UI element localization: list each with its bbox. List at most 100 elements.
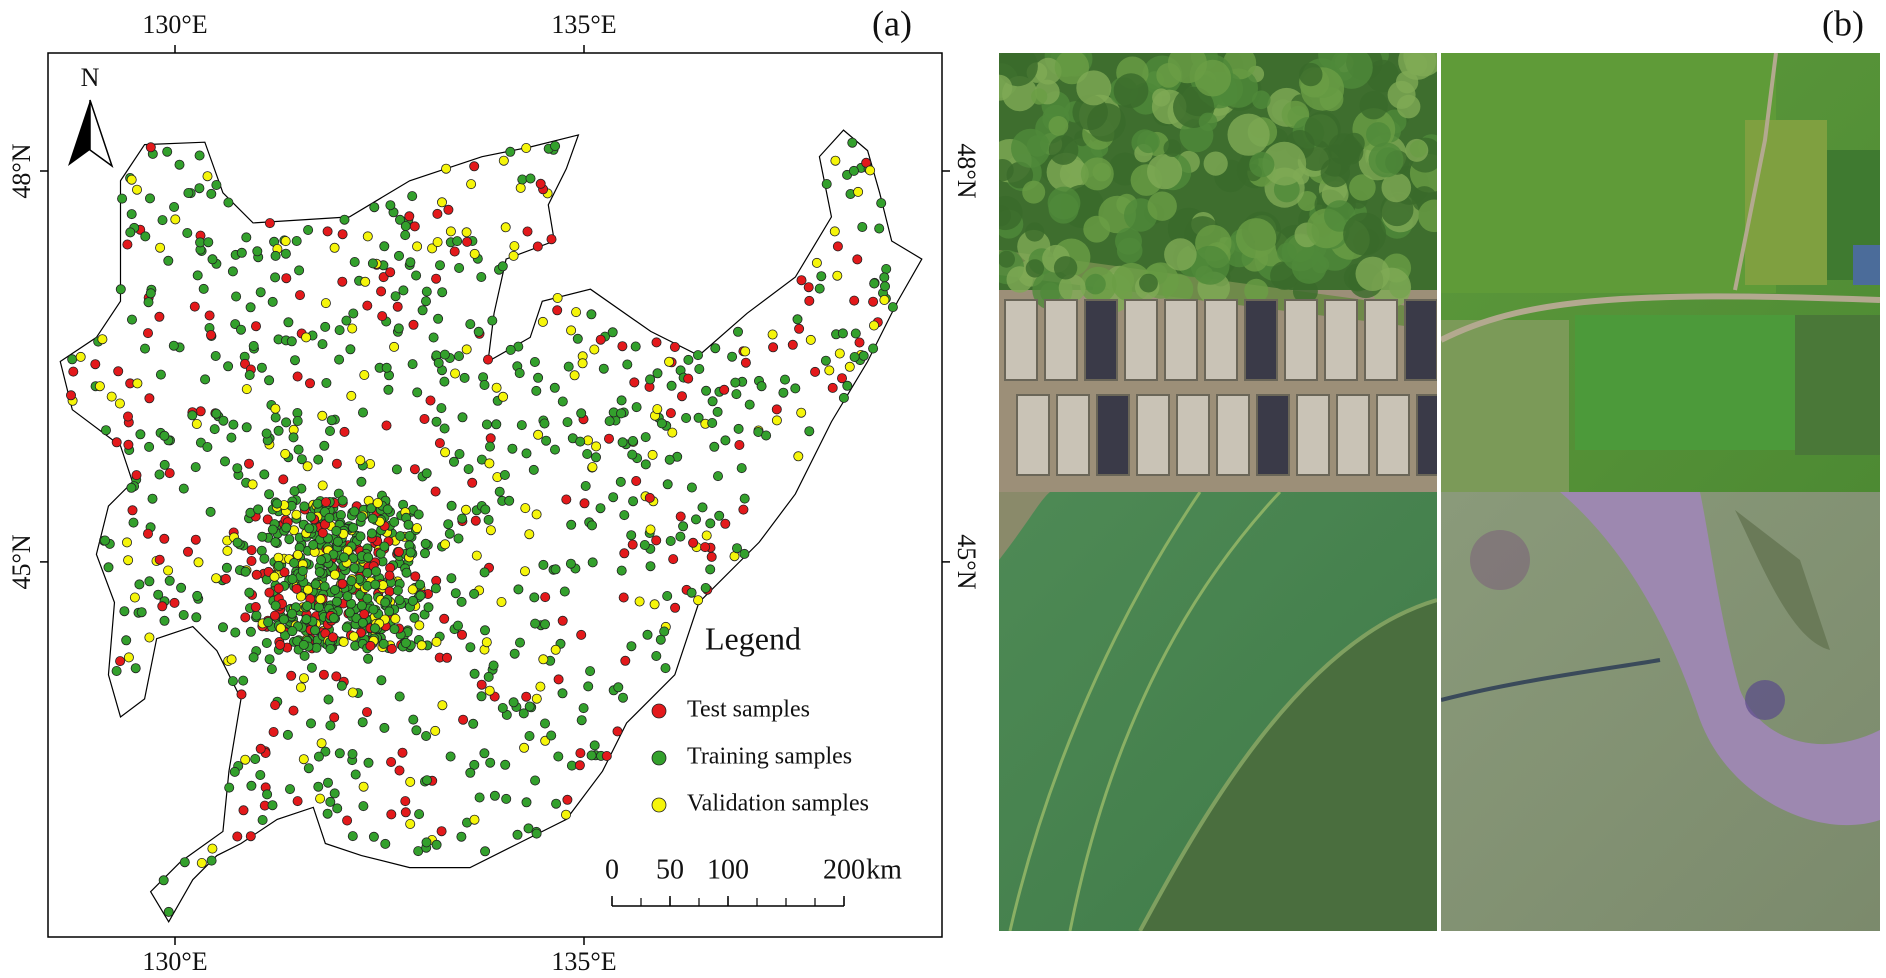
sample-point [529, 356, 540, 367]
sample-point [771, 404, 782, 415]
sample-point [349, 563, 360, 574]
sample-point [550, 644, 561, 655]
sample-point [400, 221, 411, 232]
legend-swatch [651, 750, 667, 766]
tree-crown [1368, 142, 1404, 178]
sample-point [332, 536, 343, 547]
tree-crown [999, 74, 1013, 101]
sample-point [270, 272, 281, 283]
sample-point [771, 415, 782, 426]
sample-point [706, 551, 717, 562]
sample-point [411, 725, 422, 736]
sample-point [731, 389, 742, 400]
sample-point [474, 792, 485, 803]
sample-point [280, 448, 291, 459]
sample-point [207, 843, 218, 854]
tree-crown [1338, 139, 1364, 165]
sample-point [468, 718, 479, 729]
legend-swatch [651, 797, 667, 813]
sample-point [460, 504, 471, 515]
sample-point [287, 574, 298, 585]
sample-point [238, 805, 249, 816]
sample-point [323, 694, 334, 705]
sample-point [227, 676, 238, 687]
sample-point [317, 339, 328, 350]
sample-point [879, 294, 890, 305]
sample-point [433, 313, 444, 324]
sample-point [668, 554, 679, 565]
tree-crown [1349, 174, 1376, 201]
tree-crown [1025, 222, 1045, 242]
sample-point [296, 454, 307, 465]
sample-point [479, 567, 490, 578]
sample-point [507, 443, 518, 454]
sample-point [243, 458, 254, 469]
sample-point [428, 332, 439, 343]
legend-label: Test samples [687, 697, 810, 723]
sample-point [194, 150, 205, 161]
sample-point [328, 613, 339, 624]
sample-point [499, 469, 510, 480]
sample-point [457, 513, 468, 524]
sample-point [404, 211, 415, 222]
sample-point [270, 412, 281, 423]
sample-point [420, 538, 431, 549]
sample-point [370, 579, 381, 590]
sample-point [727, 351, 738, 362]
sample-point [379, 722, 390, 733]
sample-point [362, 593, 373, 604]
sample-point [562, 794, 573, 805]
sample-point [329, 242, 340, 253]
sample-point [317, 527, 328, 538]
sample-point [879, 272, 890, 283]
sample-point [337, 495, 348, 506]
sample-point [106, 391, 117, 402]
sample-point [720, 518, 731, 529]
sample-point [566, 519, 577, 530]
tree-crown [1113, 73, 1149, 109]
sample-point [227, 266, 238, 277]
sample-point [394, 765, 405, 776]
sample-point [291, 235, 302, 246]
sample-point [589, 344, 600, 355]
sample-point [259, 553, 270, 564]
sample-point [626, 530, 637, 541]
tree-crown [1252, 90, 1271, 110]
sample-point [405, 547, 416, 558]
photo-forest [999, 53, 1437, 492]
sample-point [144, 393, 155, 404]
sample-point [419, 548, 430, 559]
sample-point [113, 366, 124, 377]
sample-point [539, 418, 550, 429]
sample-point [325, 796, 336, 807]
sample-point [264, 489, 275, 500]
sample-point [305, 511, 316, 522]
sample-point [887, 302, 898, 313]
sample-point [119, 606, 130, 617]
sample-point [832, 241, 843, 252]
sample-point [535, 178, 546, 189]
sample-point [139, 343, 150, 354]
sample-point [368, 604, 379, 615]
sample-point [298, 673, 309, 684]
sample-point [339, 552, 350, 563]
sample-point [837, 373, 848, 384]
sample-point [585, 666, 596, 677]
sample-point [347, 831, 358, 842]
tree-crown [1355, 256, 1390, 291]
sample-point [669, 341, 680, 352]
sample-point [384, 606, 395, 617]
sample-point [176, 582, 187, 593]
sample-point [484, 458, 495, 469]
sample-point [122, 239, 133, 250]
sample-point [456, 629, 467, 640]
sample-point [245, 626, 256, 637]
sample-point [780, 374, 791, 385]
sample-point [651, 651, 662, 662]
sample-point [246, 780, 257, 791]
sample-point [376, 286, 387, 297]
greenhouse [1016, 394, 1050, 476]
sample-point [334, 325, 345, 336]
sample-point [155, 369, 166, 380]
sample-point [400, 796, 411, 807]
